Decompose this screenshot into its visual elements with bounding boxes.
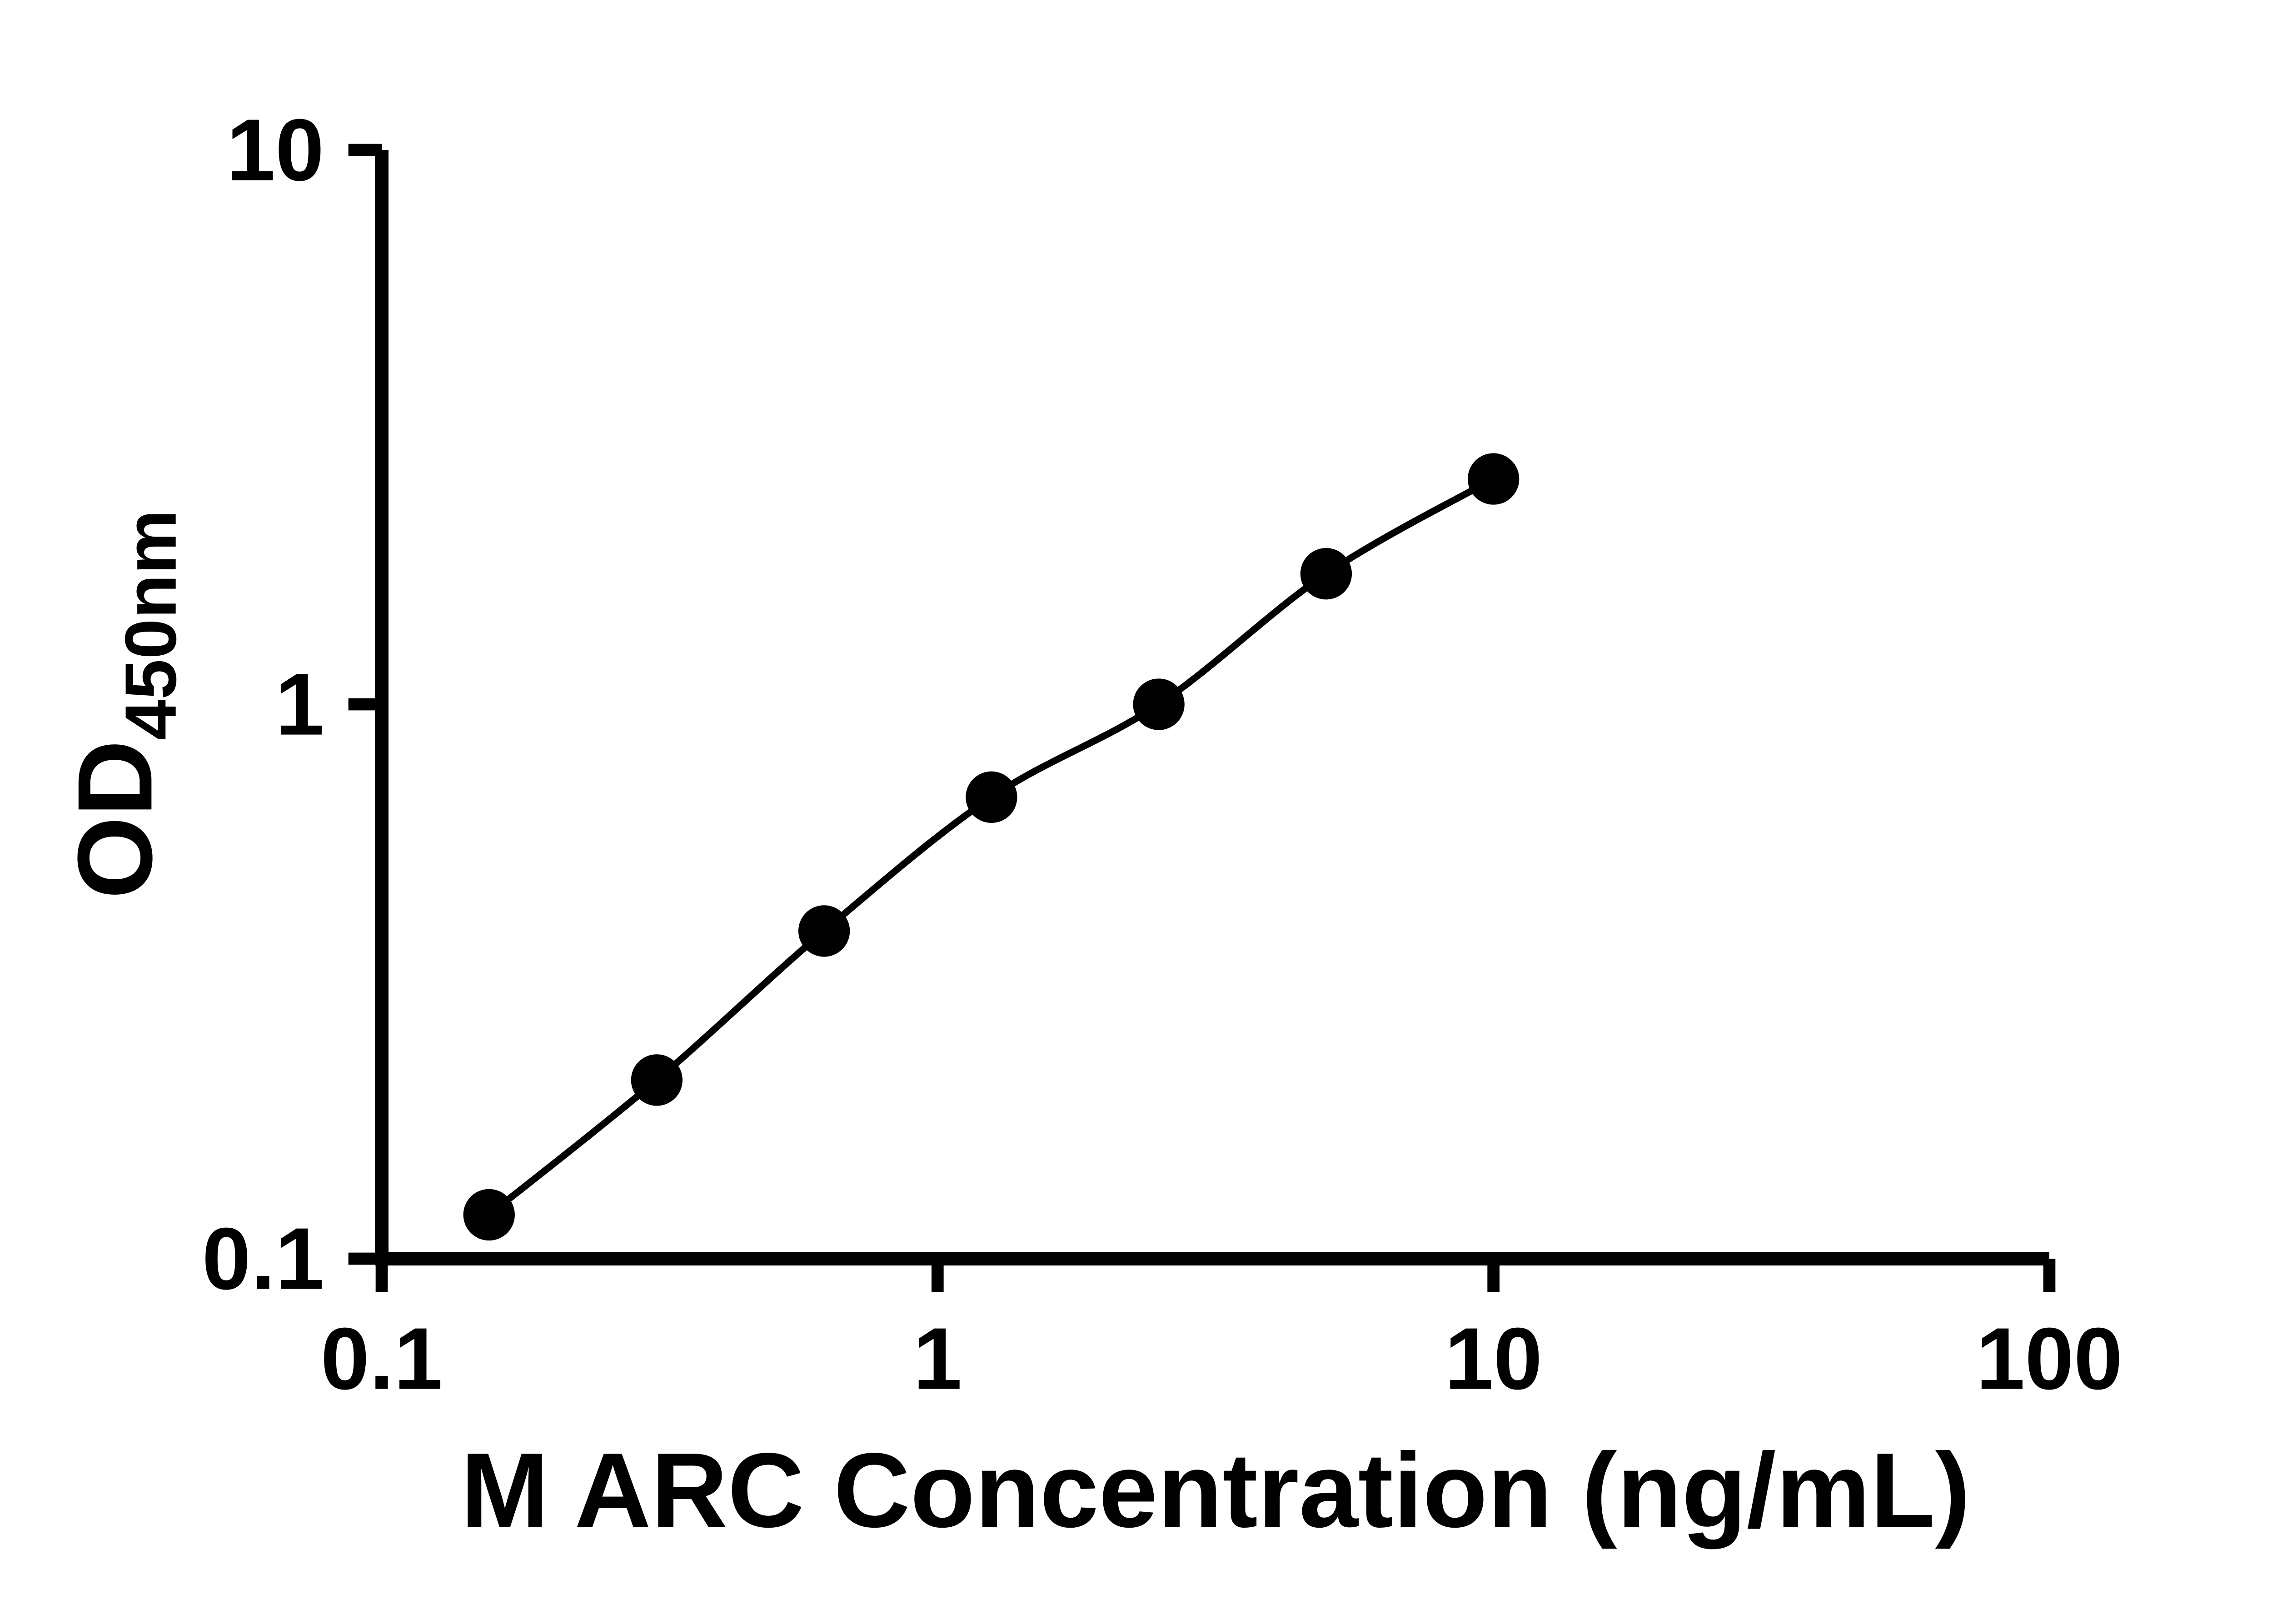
data-point xyxy=(631,1054,683,1106)
y-axis-label-subscript: 450nm xyxy=(110,510,191,740)
data-point xyxy=(798,905,850,957)
y-tick-label: 1 xyxy=(275,655,324,753)
x-tick-label: 0.1 xyxy=(321,1310,443,1408)
data-point xyxy=(1133,678,1185,730)
data-point xyxy=(1467,453,1520,505)
x-tick-label: 100 xyxy=(1976,1310,2123,1408)
x-axis-label: M ARC Concentration (ng/mL) xyxy=(461,1431,1970,1549)
y-tick-label: 0.1 xyxy=(202,1210,324,1308)
x-tick-label: 1 xyxy=(913,1310,962,1408)
data-point xyxy=(1300,548,1352,600)
axes xyxy=(375,149,2049,1265)
x-tick-label: 10 xyxy=(1445,1310,1542,1408)
data-point xyxy=(966,771,1017,823)
y-axis-label-main: OD xyxy=(56,740,174,899)
data-point xyxy=(463,1189,515,1241)
y-axis-label: OD450nm xyxy=(56,510,191,899)
y-tick-label: 10 xyxy=(226,101,324,199)
